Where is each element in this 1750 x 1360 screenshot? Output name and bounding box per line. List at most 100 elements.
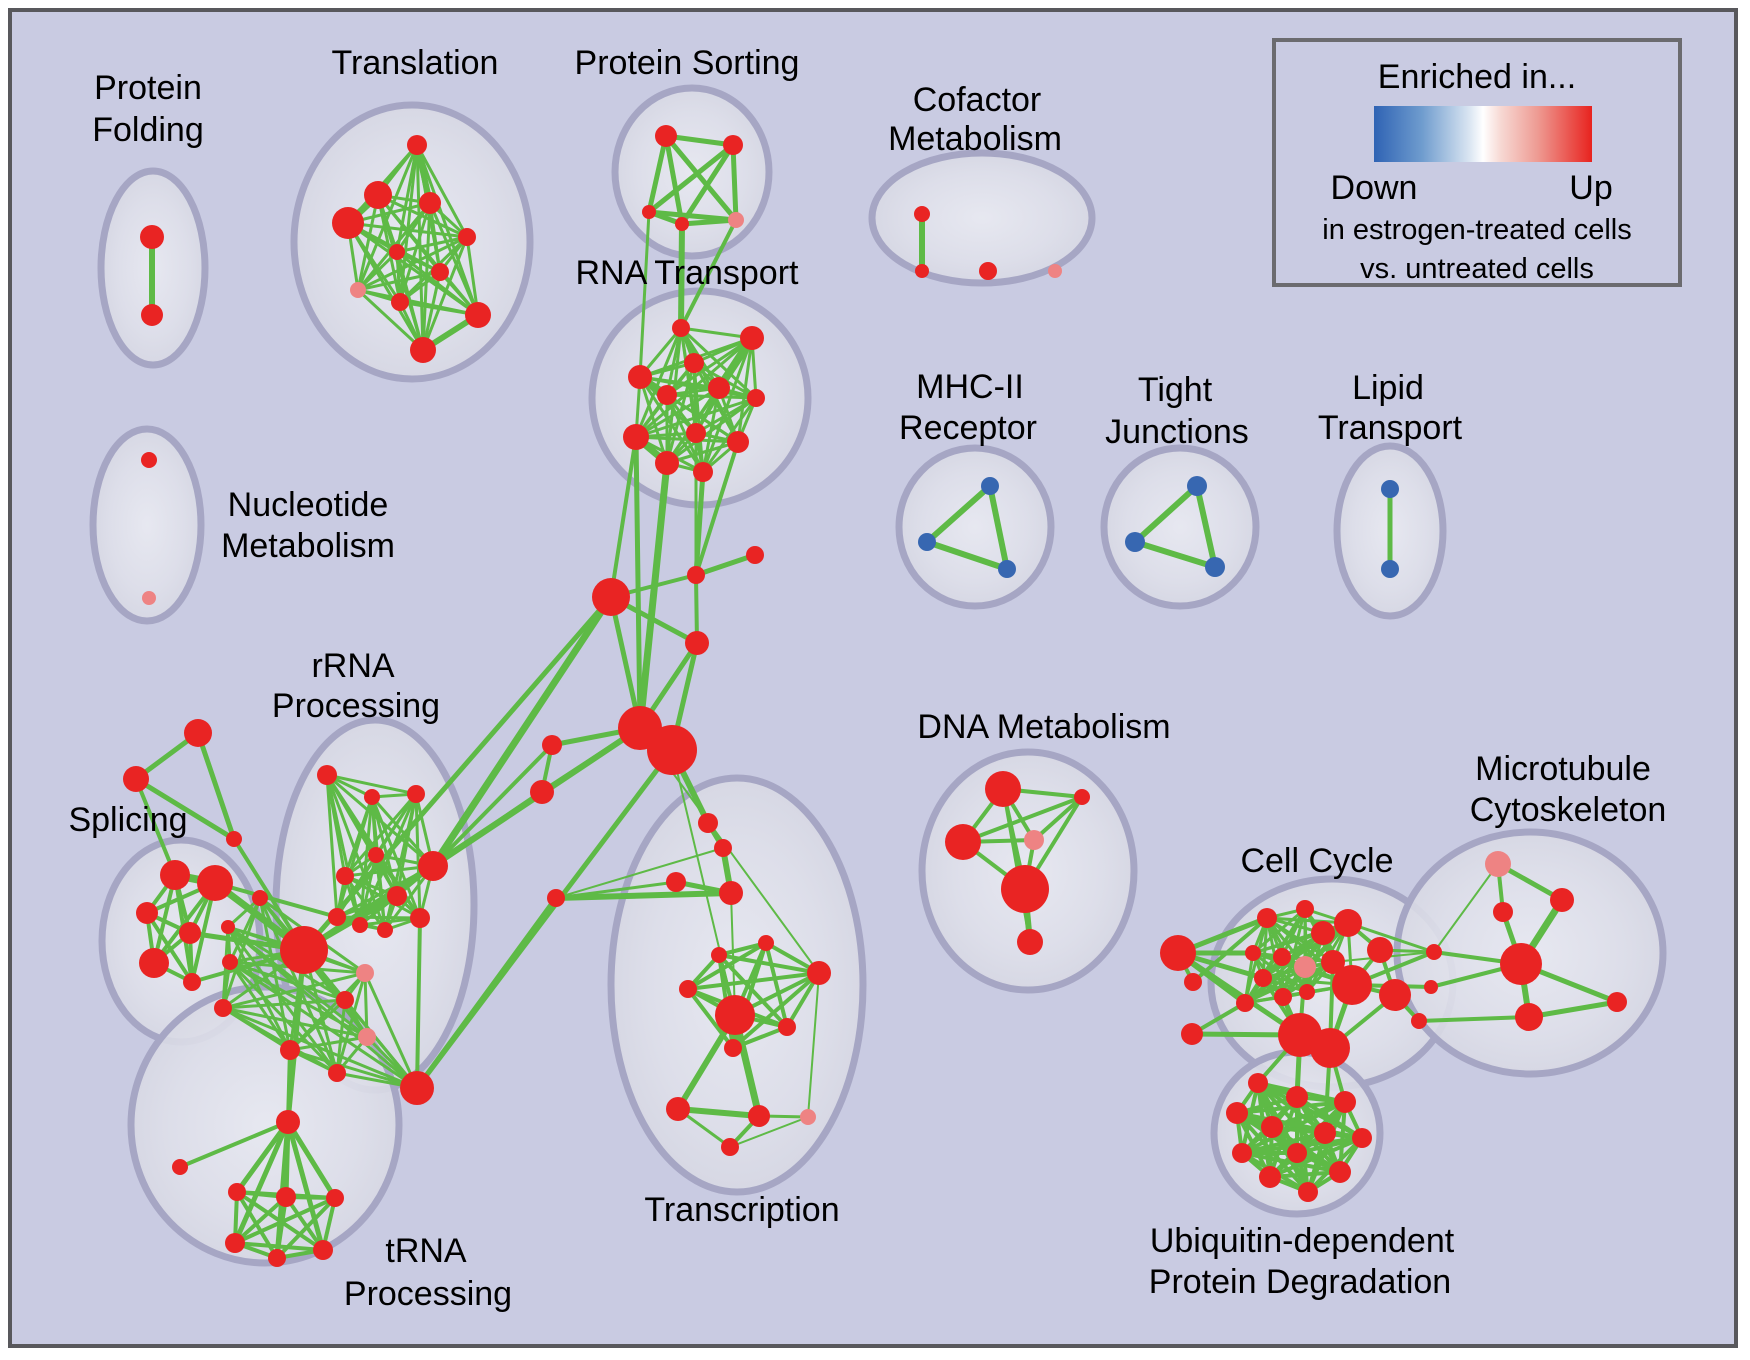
gene-set-node bbox=[724, 1039, 742, 1057]
cluster-ellipse-tight-junctions bbox=[1100, 444, 1260, 610]
gene-set-node bbox=[728, 212, 744, 228]
gene-set-node bbox=[1205, 557, 1225, 577]
gene-set-node bbox=[350, 282, 366, 298]
gene-set-node bbox=[1187, 476, 1207, 496]
gene-set-node bbox=[389, 244, 405, 260]
cluster-label: Tight bbox=[1138, 371, 1213, 409]
overlap-edge bbox=[638, 210, 651, 379]
legend-down-label: Down bbox=[1330, 169, 1418, 207]
overlap-edge bbox=[554, 880, 678, 900]
gene-set-node bbox=[723, 135, 743, 155]
gene-set-node bbox=[740, 326, 764, 350]
overlap-edge bbox=[675, 1106, 762, 1119]
gene-set-node bbox=[377, 922, 393, 938]
gene-set-node bbox=[1299, 984, 1315, 1000]
gene-set-node bbox=[687, 566, 705, 584]
gene-set-node bbox=[1493, 902, 1513, 922]
gene-set-node bbox=[221, 920, 235, 934]
gene-set-node bbox=[642, 205, 656, 219]
gene-set-node bbox=[1334, 909, 1362, 937]
gene-set-node bbox=[647, 725, 697, 775]
gene-set-node bbox=[276, 1110, 300, 1134]
gene-set-node bbox=[686, 423, 706, 443]
gene-set-node bbox=[214, 999, 232, 1017]
cluster-ellipse-mhc-ii-receptor bbox=[895, 444, 1055, 610]
gene-set-node bbox=[1367, 937, 1393, 963]
gene-set-node bbox=[1500, 943, 1542, 985]
gene-set-node bbox=[657, 385, 677, 405]
cluster-label: DNA Metabolism bbox=[917, 708, 1170, 746]
gene-set-node bbox=[276, 1187, 296, 1207]
overlap-edge bbox=[285, 1119, 338, 1201]
overlap-edge bbox=[465, 235, 480, 317]
gene-set-node bbox=[313, 1240, 333, 1260]
gene-set-node bbox=[1381, 480, 1399, 498]
gene-set-node bbox=[998, 560, 1016, 578]
overlap-edge bbox=[414, 792, 422, 920]
overlap-edge bbox=[663, 133, 685, 227]
gene-set-node bbox=[197, 865, 233, 901]
gene-set-node bbox=[1259, 1166, 1281, 1188]
overlap-edge bbox=[195, 730, 237, 842]
gene-set-node bbox=[1381, 560, 1399, 578]
overlap-edge bbox=[356, 193, 380, 292]
cluster-label: Protein Degradation bbox=[1149, 1263, 1451, 1301]
cluster-label: Processing bbox=[344, 1275, 512, 1313]
gene-set-node bbox=[358, 1028, 376, 1046]
gene-set-node bbox=[1424, 980, 1438, 994]
gene-set-node bbox=[530, 780, 554, 804]
cluster-label: Processing bbox=[272, 687, 440, 725]
overlap-edge bbox=[646, 142, 736, 215]
gene-set-node bbox=[368, 847, 384, 863]
gene-set-node bbox=[141, 452, 157, 468]
gene-set-node bbox=[592, 578, 630, 616]
gene-set-node bbox=[1286, 1086, 1308, 1108]
overlap-edge bbox=[736, 336, 754, 444]
gene-set-node bbox=[458, 228, 476, 246]
gene-set-node bbox=[685, 631, 709, 655]
gene-set-node bbox=[714, 839, 732, 857]
overlap-edge bbox=[288, 1048, 419, 1090]
overlap-edge bbox=[356, 250, 399, 292]
gene-set-node bbox=[418, 851, 448, 881]
gene-set-node bbox=[800, 1109, 816, 1125]
cluster-label: tRNA bbox=[385, 1232, 467, 1270]
gene-set-node bbox=[679, 980, 697, 998]
gene-set-node bbox=[364, 789, 380, 805]
gene-set-node bbox=[1298, 1182, 1318, 1202]
gene-set-node bbox=[222, 954, 238, 970]
overlap-edge bbox=[961, 795, 1084, 844]
gene-set-node bbox=[391, 293, 409, 311]
gene-set-node bbox=[1254, 969, 1272, 987]
overlap-edge bbox=[679, 142, 736, 227]
gene-set-node bbox=[332, 207, 364, 239]
gene-set-node bbox=[141, 304, 163, 326]
gene-set-node bbox=[419, 192, 441, 214]
overlap-edge bbox=[636, 459, 671, 732]
gene-set-node bbox=[465, 302, 491, 328]
overlap-edge bbox=[694, 440, 740, 577]
overlap-edge bbox=[671, 749, 736, 1016]
gene-set-node bbox=[1248, 1073, 1268, 1093]
gene-set-node bbox=[1184, 973, 1202, 991]
gene-set-node bbox=[356, 964, 374, 982]
gene-set-node bbox=[410, 908, 430, 928]
overlap-edge bbox=[665, 396, 758, 465]
gene-set-node bbox=[352, 917, 368, 933]
overlap-edge bbox=[730, 892, 736, 1016]
cluster-label: Metabolism bbox=[888, 120, 1062, 158]
gene-set-node bbox=[721, 1138, 739, 1156]
overlap-edge bbox=[665, 440, 740, 465]
gene-set-node bbox=[981, 477, 999, 495]
gene-set-node bbox=[317, 765, 337, 785]
gene-set-node bbox=[628, 365, 652, 389]
overlap-edge bbox=[346, 221, 425, 352]
gene-set-node bbox=[328, 1064, 346, 1082]
overlap-edge bbox=[415, 916, 422, 1090]
overlap-edge bbox=[1526, 999, 1620, 1020]
overlap-edge bbox=[924, 539, 1010, 572]
gene-set-node bbox=[1332, 965, 1372, 1005]
overlap-edge bbox=[133, 776, 237, 842]
overlap-edge bbox=[228, 960, 419, 1090]
